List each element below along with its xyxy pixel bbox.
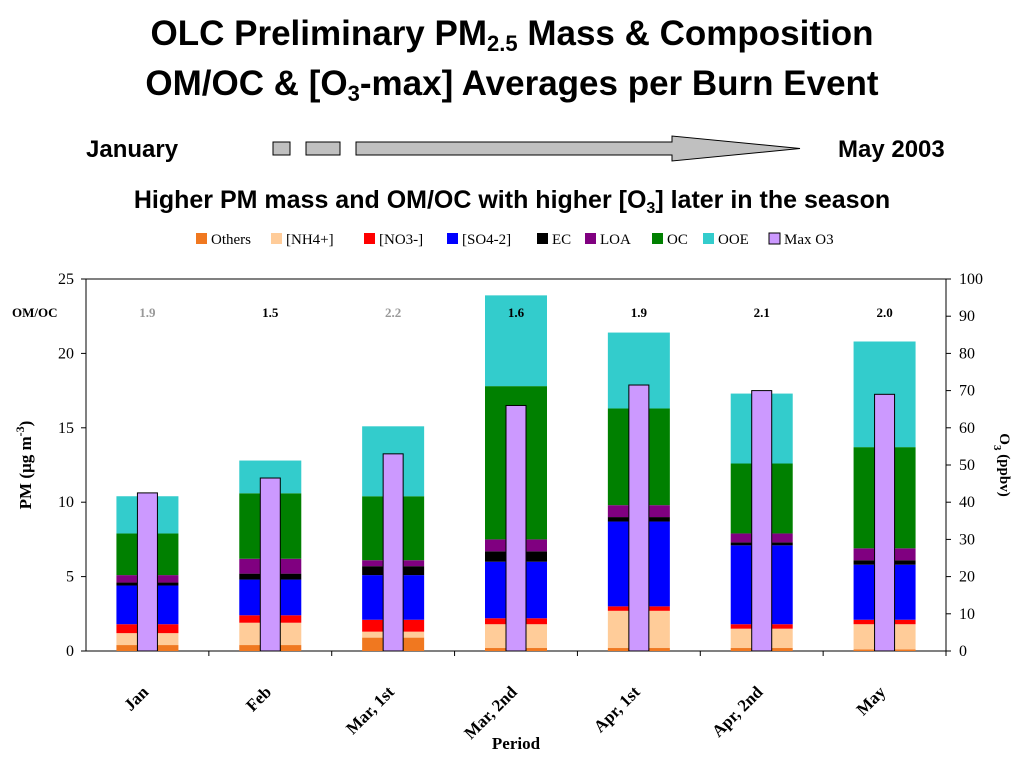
legend-swatch	[768, 232, 781, 245]
omoc-label: OM/OC	[12, 305, 58, 320]
legend-swatch	[652, 233, 663, 244]
y-tick-label: 10	[58, 494, 74, 511]
y2-axis-label: O3 (ppbv)	[991, 433, 1012, 496]
legend-label: Others	[211, 232, 251, 248]
y2-tick-label: 50	[959, 457, 975, 474]
legend: Others [NH4+] [NO3-] [SO4-2] EC LOA OC OOE Max O…	[196, 232, 834, 248]
omoc-value: 1.5	[262, 305, 279, 320]
legend-label: [SO4-2]	[462, 232, 511, 248]
bar-max-o3	[259, 477, 281, 652]
legend-swatch	[196, 233, 207, 244]
y-tick-label: 25	[58, 271, 74, 288]
y2-tick-label: 10	[959, 606, 975, 623]
legend-label: EC	[552, 232, 571, 248]
y-tick-label: 20	[58, 345, 74, 362]
omoc-value: 2.1	[754, 305, 770, 320]
timeline-end-label: May 2003	[838, 136, 945, 163]
legend-swatch	[364, 233, 375, 244]
timeline-block-small	[272, 141, 291, 156]
y2-tick-label: 30	[959, 531, 975, 548]
legend-label: [NH4+]	[286, 232, 334, 248]
y2-tick-label: 40	[959, 494, 975, 511]
legend-label: LOA	[600, 232, 631, 248]
plot-area: 0 5 10 15 20 25 0 10 20 30 40 50 60 70 80 90 100 Jan 1.9 Fe…	[12, 271, 1012, 753]
timeline-start-label: January	[86, 136, 179, 163]
legend-label: OOE	[718, 232, 749, 248]
bar-max-o3	[628, 384, 650, 652]
y2-tick-label: 20	[959, 569, 975, 586]
legend-label: Max O3	[784, 232, 834, 248]
chart-title-line1: OLC Preliminary PM2.5 Mass & Composition	[150, 14, 874, 56]
legend-swatch	[271, 233, 282, 244]
chart-title-line2: OM/OC & [O3-max] Averages per Burn Event	[145, 64, 879, 106]
y-tick-label: 5	[66, 569, 74, 586]
legend-label: OC	[667, 232, 688, 248]
x-tick-label: Jan	[120, 682, 153, 715]
x-tick-label: Apr, 1st	[590, 682, 644, 736]
y2-tick-label: 0	[959, 643, 967, 660]
timeline-block-medium	[305, 141, 341, 156]
x-axis-label: Period	[492, 734, 541, 753]
omoc-value: 2.2	[385, 305, 401, 320]
x-tick-label: Mar, 1st	[342, 682, 398, 738]
y2-tick-label: 70	[959, 383, 975, 400]
omoc-value: 1.9	[139, 305, 156, 320]
legend-swatch	[703, 233, 714, 244]
legend-swatch	[585, 233, 596, 244]
omoc-value: 1.9	[631, 305, 648, 320]
y-tick-label: 15	[58, 420, 74, 437]
x-tick-label: Apr, 2nd	[708, 682, 767, 741]
timeline-arrow-shape	[355, 135, 801, 162]
bar-max-o3	[382, 453, 404, 652]
x-tick-label: Feb	[242, 682, 275, 715]
legend-swatch	[447, 233, 458, 244]
y2-tick-label: 80	[959, 345, 975, 362]
y2-tick-label: 100	[959, 271, 983, 288]
omoc-value: 2.0	[876, 305, 892, 320]
y2-tick-label: 60	[959, 420, 975, 437]
bar-max-o3	[136, 492, 158, 652]
y2-tick-label: 90	[959, 308, 975, 325]
omoc-value: 1.6	[508, 305, 525, 320]
y-tick-label: 0	[66, 643, 74, 660]
chart-subtitle: Higher PM mass and OM/OC with higher [O3…	[133, 186, 891, 217]
legend-swatch	[537, 233, 548, 244]
x-tick-label: May	[853, 682, 890, 719]
bar-max-o3	[751, 390, 773, 652]
bar-max-o3	[505, 404, 527, 652]
y-axis-label: PM (µg m-3)	[13, 421, 35, 510]
timeline-arrow	[272, 135, 801, 162]
legend-label: [NO3-]	[379, 232, 423, 248]
bar-max-o3	[874, 393, 896, 652]
bar-segment-ooe	[485, 295, 547, 387]
